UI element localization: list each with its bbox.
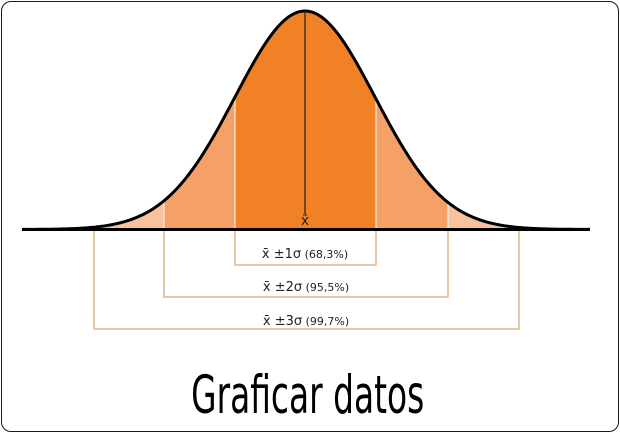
bracket-2sigma: x̄ ±2σ (95,5%) bbox=[163, 231, 449, 298]
sigma-bands bbox=[94, 11, 519, 230]
range-label-1sigma: x̄ ±1σ (68,3%) bbox=[262, 247, 348, 262]
page-title: Graficar datos bbox=[191, 365, 425, 426]
bell-curve bbox=[22, 9, 590, 231]
range-label-3sigma: x̄ ±3σ (99,7%) bbox=[263, 314, 349, 329]
band-3sigma-left bbox=[94, 200, 164, 230]
range-label-2sigma: x̄ ±2σ (95,5%) bbox=[263, 280, 349, 295]
normal-distribution-diagram: x̄ x̄ ±1σ (68,3%) x̄ ±2σ (95,5%) x̄ ±3σ … bbox=[22, 9, 590, 330]
bracket-1sigma: x̄ ±1σ (68,3%) bbox=[234, 231, 377, 266]
mean-label: x̄ bbox=[301, 213, 309, 229]
band-3sigma-right bbox=[448, 202, 519, 230]
bracket-3sigma: x̄ ±3σ (99,7%) bbox=[93, 231, 520, 330]
